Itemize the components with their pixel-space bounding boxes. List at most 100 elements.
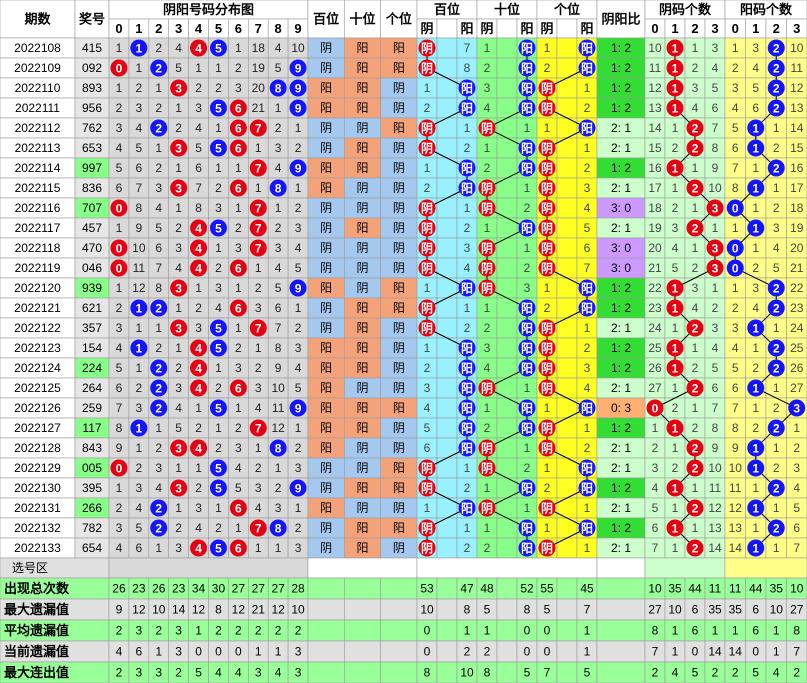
miss-count: 2 <box>484 321 491 335</box>
header-digit: 4 <box>195 21 203 36</box>
miss-count: 1 <box>255 441 262 455</box>
miss-count: 2 <box>195 421 202 435</box>
group-ball-text: 阳 <box>461 421 473 436</box>
digit-ball-text: 5 <box>215 102 222 116</box>
miss-count: 4 <box>732 101 739 115</box>
miss-count: 1 <box>136 441 143 455</box>
group-ball-text: 阴 <box>541 141 553 156</box>
miss-count: 1 <box>672 541 679 555</box>
miss-count: 3 <box>116 321 123 335</box>
position-yinyang: 阳 <box>356 101 368 115</box>
position-yinyang: 阴 <box>393 361 405 375</box>
count-ball-text: 2 <box>692 122 699 136</box>
miss-count: 4 <box>484 361 491 375</box>
cell <box>556 157 578 179</box>
yinyang-ratio: 2: 1 <box>611 121 631 135</box>
digit-ball-text: 3 <box>175 182 182 196</box>
group-ball-text: 阳 <box>461 501 473 516</box>
group-ball-text: 阴 <box>481 381 493 396</box>
miss-count: 1 <box>215 241 222 255</box>
stat-value: 8 <box>793 624 800 638</box>
miss-count: 14 <box>648 121 662 135</box>
count-ball-text: 0 <box>732 242 739 256</box>
miss-count: 9 <box>136 221 143 235</box>
digit-ball-text: 2 <box>155 122 162 136</box>
miss-count: 1 <box>672 321 679 335</box>
header-count: 2 <box>691 21 698 36</box>
miss-count: 1 <box>424 81 431 95</box>
miss-count: 1 <box>215 61 222 75</box>
stat-value: 1 <box>464 624 471 638</box>
group-ball-text: 阴 <box>421 61 433 76</box>
miss-count: 22 <box>648 281 662 295</box>
cell <box>596 640 646 663</box>
cell <box>380 661 418 683</box>
digit-ball-text: 2 <box>155 62 162 76</box>
position-yinyang: 阴 <box>393 381 405 395</box>
stat-value: 10 <box>770 603 784 617</box>
miss-count: 1 <box>424 161 431 175</box>
miss-count: 2 <box>215 381 222 395</box>
digit-ball-text: 7 <box>255 202 262 216</box>
miss-count: 1 <box>255 141 262 155</box>
stat-value: 2 <box>215 624 222 638</box>
header-group: 百位 <box>434 2 460 17</box>
group-ball-text: 阳 <box>461 401 473 416</box>
miss-count: 1 <box>255 341 262 355</box>
stat-value: 2 <box>116 666 123 680</box>
position-yinyang: 阴 <box>356 501 368 515</box>
stat-value: 4 <box>235 666 242 680</box>
draw-number: 005 <box>82 461 102 475</box>
miss-count: 1 <box>773 501 780 515</box>
group-ball-text: 阴 <box>481 281 493 296</box>
stat-value: 8 <box>464 603 471 617</box>
group-ball-text: 阳 <box>521 481 533 496</box>
stat-value: 12 <box>192 603 206 617</box>
miss-count: 26 <box>790 361 804 375</box>
draw-number: 264 <box>82 381 102 395</box>
issue: 2022130 <box>14 481 61 495</box>
header-pos: 个位 <box>385 12 412 27</box>
miss-count: 1 <box>524 381 531 395</box>
miss-count: 2 <box>464 141 471 155</box>
miss-count: 4 <box>584 201 591 215</box>
count-ball-text: 2 <box>692 462 699 476</box>
stats-label: 最大遗漏值 <box>4 602 69 617</box>
stat-value: 23 <box>132 582 146 596</box>
stat-value: 12 <box>132 603 146 617</box>
group-ball-text: 阴 <box>541 201 553 216</box>
miss-count: 1 <box>692 41 699 55</box>
count-ball-text: 2 <box>773 102 780 116</box>
group-ball-text: 阴 <box>481 261 493 276</box>
position-yinyang: 阳 <box>356 81 368 95</box>
miss-count: 1 <box>484 301 491 315</box>
cell <box>436 18 458 39</box>
miss-count: 2 <box>116 101 123 115</box>
group-ball-text: 阳 <box>581 61 593 76</box>
miss-count: 7 <box>155 261 162 275</box>
count-ball-text: 2 <box>692 502 699 516</box>
miss-count: 3 <box>275 501 282 515</box>
group-ball-text: 阴 <box>421 481 433 496</box>
miss-count: 1 <box>672 121 679 135</box>
miss-count: 2 <box>692 361 699 375</box>
miss-count: 14 <box>708 541 722 555</box>
stat-value: 2 <box>793 666 800 680</box>
yinyang-ratio: 2: 1 <box>611 181 631 195</box>
miss-count: 1 <box>295 121 302 135</box>
digit-ball-text: 2 <box>155 402 162 416</box>
stat-value: 0 <box>524 645 531 659</box>
digit-ball-text: 3 <box>175 282 182 296</box>
cell <box>724 557 807 579</box>
digit-ball-text: 0 <box>116 62 123 76</box>
stat-value: 10 <box>420 603 434 617</box>
miss-count: 2 <box>295 201 302 215</box>
yinyang-ratio: 1: 2 <box>611 61 631 75</box>
position-yinyang: 阳 <box>320 501 332 515</box>
issue: 2022124 <box>14 361 61 375</box>
count-ball <box>666 99 684 117</box>
stat-value: 6 <box>752 624 759 638</box>
position-yinyang: 阴 <box>356 241 368 255</box>
header-digit: 6 <box>235 21 242 36</box>
miss-count: 1 <box>255 181 262 195</box>
